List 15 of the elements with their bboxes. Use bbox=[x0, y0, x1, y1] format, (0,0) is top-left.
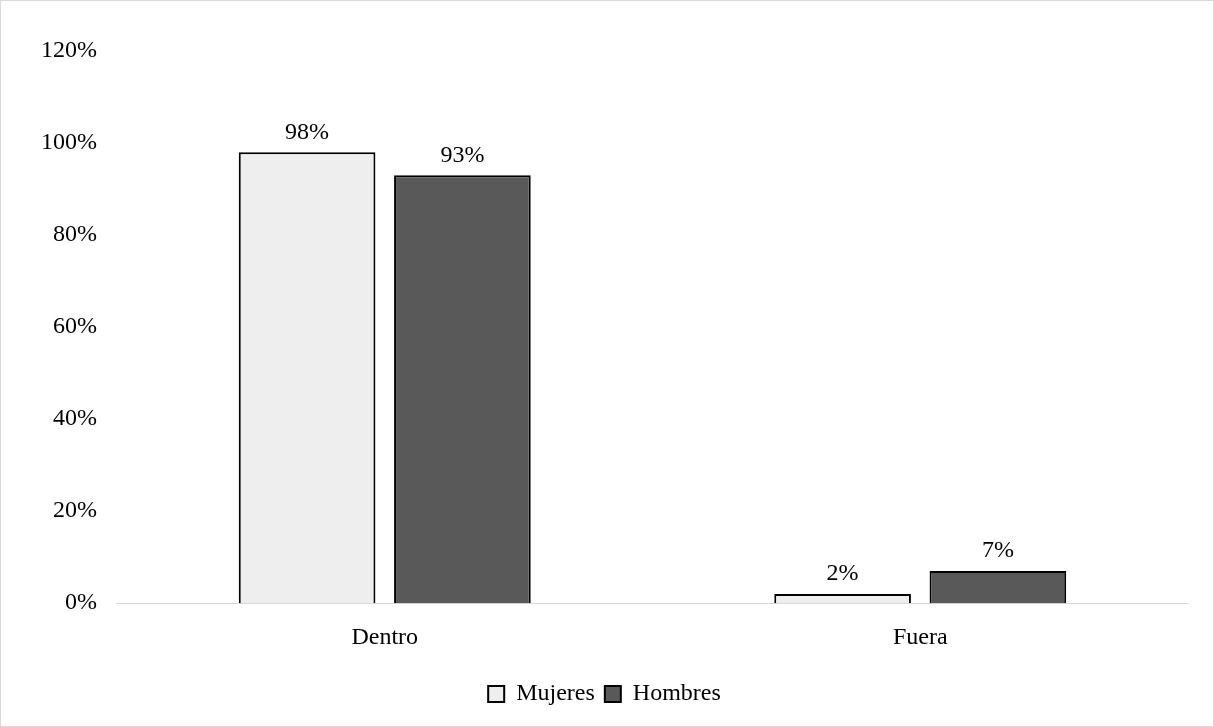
data-label: 7% bbox=[981, 536, 1014, 563]
x-tick-label: Dentro bbox=[351, 622, 419, 649]
y-tick-label: 40% bbox=[52, 404, 97, 431]
data-label: 93% bbox=[440, 140, 485, 167]
y-tick-label: 100% bbox=[40, 128, 97, 155]
data-label: 98% bbox=[285, 117, 330, 144]
y-tick-label: 60% bbox=[52, 312, 97, 339]
legend-label: Mujeres bbox=[516, 679, 595, 706]
y-tick-label: 120% bbox=[40, 36, 97, 63]
x-tick-label: Fuera bbox=[892, 622, 948, 649]
y-tick-label: 20% bbox=[52, 496, 97, 523]
data-label: 2% bbox=[826, 559, 859, 586]
legend-label: Hombres bbox=[632, 679, 721, 706]
y-tick-label: 80% bbox=[52, 220, 97, 247]
y-tick-label: 0% bbox=[64, 588, 97, 615]
